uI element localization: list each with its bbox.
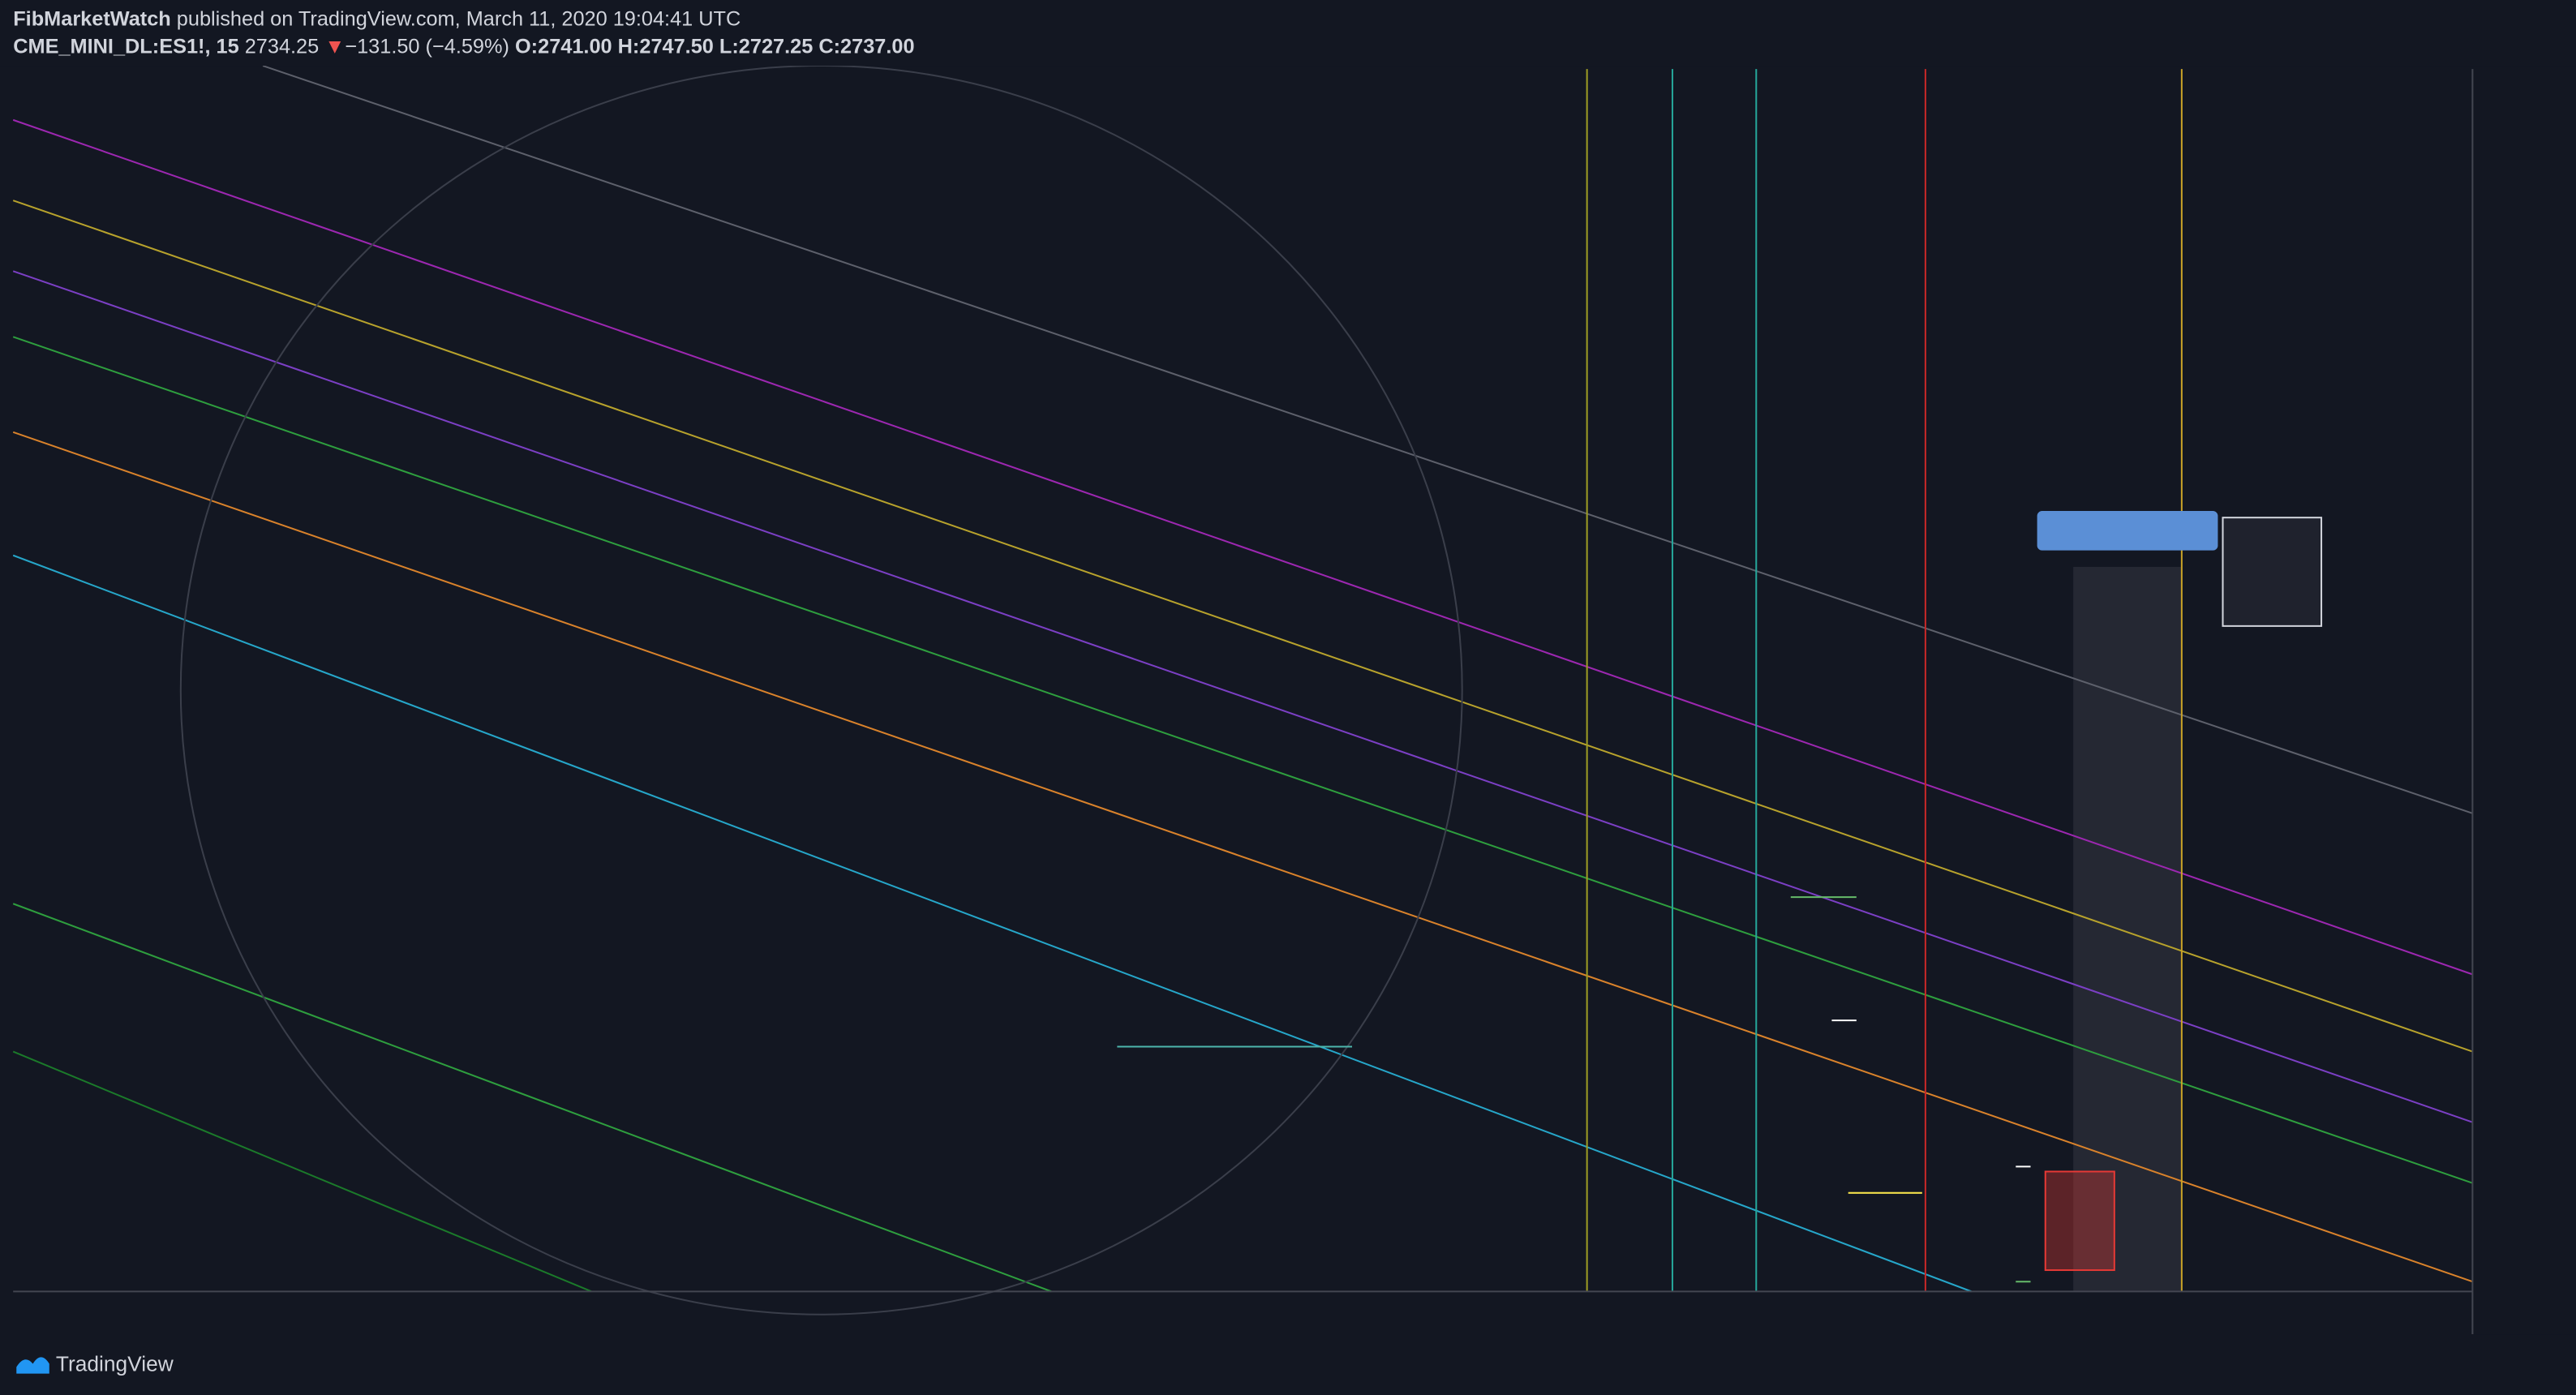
channel-line: [12, 431, 2473, 1283]
published: published on TradingView.com, March 11, …: [177, 7, 741, 30]
last: 2734.25: [245, 35, 319, 58]
channel-line: [12, 336, 2473, 1184]
target-box: [2222, 517, 2323, 627]
measure-label-bg: [2037, 511, 2218, 551]
arrow: ▼: [324, 35, 345, 58]
symbol: CME_MINI_DL:ES1!, 15: [13, 35, 238, 58]
low: L:2727.25: [719, 35, 813, 58]
footer: TradingView: [16, 1351, 174, 1376]
change: −131.50 (−4.59%): [345, 35, 509, 58]
drawings: [12, 65, 2473, 1316]
channel-line: [12, 1050, 592, 1293]
channel-line: [12, 270, 2473, 1123]
high: H:2747.50: [618, 35, 714, 58]
open: O:2741.00: [515, 35, 612, 58]
price-axis-bg: [2472, 0, 2576, 1335]
logo: [16, 1357, 49, 1374]
close: C:2737.00: [818, 35, 914, 58]
brand: TradingView: [56, 1351, 174, 1376]
publisher: FibMarketWatch: [13, 7, 171, 30]
channel-line: [12, 554, 1972, 1293]
header-line: FibMarketWatch published on TradingView.…: [13, 7, 741, 30]
channel-line: [12, 903, 1052, 1293]
channel-line: [12, 200, 2473, 1053]
symbol-line: CME_MINI_DL:ES1!, 15 2734.25 ▼−131.50 (−…: [13, 35, 914, 58]
target-box: [2044, 1170, 2115, 1272]
channel-line: [262, 65, 2473, 814]
channel-line: [12, 118, 2473, 976]
header-bg: [0, 0, 2576, 67]
